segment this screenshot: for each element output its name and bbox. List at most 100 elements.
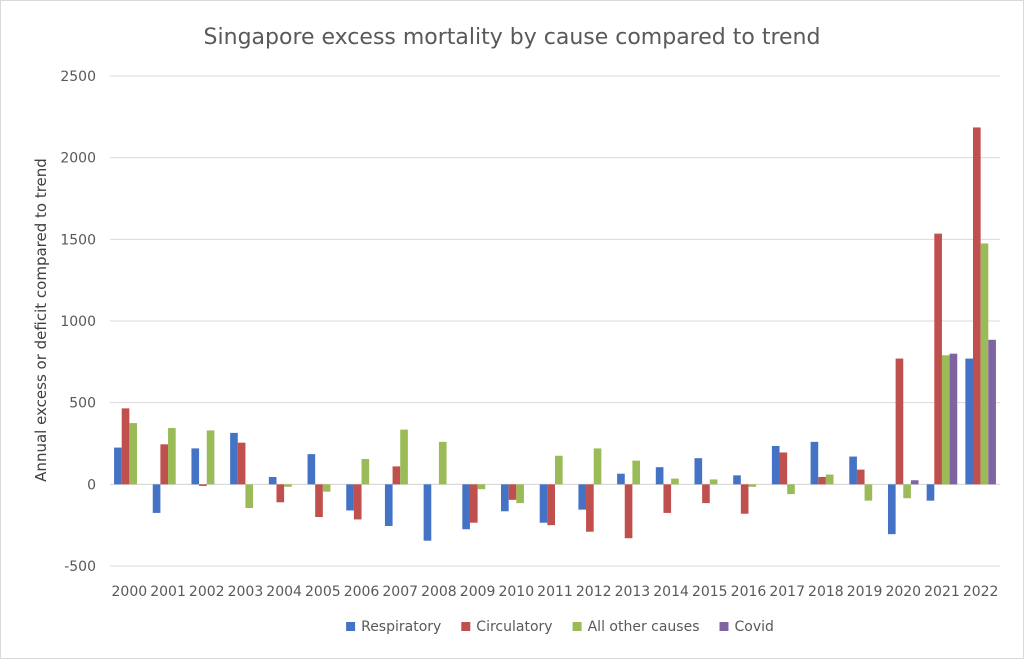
x-tick-label: 2021 (924, 584, 960, 600)
bar-all-other-causes-2009 (477, 484, 486, 490)
bar-respiratory-2008 (423, 484, 432, 541)
bar-all-other-causes-2008 (438, 441, 447, 485)
y-tick-label: 1500 (60, 232, 96, 248)
legend-swatch (572, 622, 582, 631)
bar-all-other-causes-2013 (632, 460, 641, 485)
bar-respiratory-2002 (191, 448, 200, 485)
bar-all-other-causes-2021 (941, 355, 950, 485)
bar-respiratory-2022 (965, 358, 974, 485)
bar-circulatory-2011 (547, 484, 555, 526)
bar-all-other-causes-2004 (284, 484, 292, 487)
bar-all-other-causes-2011 (555, 455, 563, 485)
bar-circulatory-2000 (121, 408, 130, 485)
x-tick-label: 2009 (460, 584, 496, 600)
bar-circulatory-2012 (586, 484, 594, 532)
legend-swatch (461, 622, 471, 631)
y-axis-label: Annual excess or deficit compared to tre… (32, 158, 50, 482)
bar-respiratory-2006 (346, 484, 354, 511)
bar-respiratory-2012 (578, 484, 587, 510)
bar-respiratory-2001 (152, 484, 161, 513)
legend-item-respiratory: Respiratory (346, 619, 441, 635)
bar-circulatory-2002 (199, 484, 207, 486)
bar-all-other-causes-2005 (322, 484, 331, 492)
bar-all-other-causes-2016 (748, 484, 757, 487)
bar-all-other-causes-2019 (864, 484, 873, 501)
bar-circulatory-2016 (740, 484, 749, 514)
bar-circulatory-2020 (895, 358, 904, 485)
bar-circulatory-2014 (663, 484, 672, 513)
bars (114, 127, 996, 541)
y-tick-label: 0 (87, 477, 96, 493)
x-tick-label: 2018 (808, 584, 844, 600)
bar-circulatory-2007 (392, 466, 401, 485)
x-tick-label: 2000 (112, 584, 148, 600)
bar-respiratory-2019 (849, 456, 857, 485)
bar-respiratory-2011 (539, 484, 548, 523)
bar-circulatory-2022 (973, 127, 981, 485)
bar-all-other-causes-2014 (671, 478, 679, 485)
bar-respiratory-2021 (926, 484, 935, 501)
bar-circulatory-2021 (934, 233, 942, 485)
bar-respiratory-2004 (268, 476, 277, 485)
x-tick-label: 2016 (731, 584, 767, 600)
y-tick-label: -500 (64, 559, 96, 575)
x-tick-label: 2004 (266, 584, 302, 600)
bar-all-other-causes-2020 (903, 484, 911, 499)
legend-label: Covid (735, 619, 774, 635)
legend-swatch (346, 622, 356, 631)
bar-circulatory-2004 (276, 484, 285, 503)
bar-respiratory-2016 (733, 475, 741, 485)
bar-all-other-causes-2022 (980, 243, 989, 485)
legend: Respiratory Circulatory All other causes Co… (346, 619, 774, 635)
bar-all-other-causes-2002 (206, 430, 215, 485)
x-tick-label: 2008 (421, 584, 457, 600)
x-tick-label: 2020 (885, 584, 921, 600)
bar-respiratory-2013 (617, 473, 625, 485)
bar-respiratory-2017 (771, 445, 780, 485)
bar-circulatory-2019 (856, 469, 865, 485)
chart-title: Singapore excess mortality by cause comp… (204, 25, 821, 50)
bar-circulatory-2001 (160, 444, 169, 485)
bar-all-other-causes-2003 (245, 484, 254, 509)
bar-respiratory-2007 (384, 484, 393, 526)
legend-label: Respiratory (361, 619, 441, 635)
x-tick-label: 2022 (963, 584, 999, 600)
bar-circulatory-2003 (237, 442, 246, 485)
bar-respiratory-2018 (810, 441, 819, 485)
x-tick-label: 2015 (692, 584, 728, 600)
bar-circulatory-2009 (469, 484, 478, 523)
bar-all-other-causes-2015 (709, 479, 718, 485)
bar-all-other-causes-2012 (593, 448, 602, 485)
x-tick-label: 2013 (615, 584, 651, 600)
x-tick-label: 2005 (305, 584, 341, 600)
legend-label: All other causes (588, 619, 700, 635)
bar-all-other-causes-2001 (168, 427, 176, 485)
bar-circulatory-2013 (624, 484, 633, 539)
x-tick-label: 2017 (769, 584, 805, 600)
bar-respiratory-2015 (694, 458, 703, 485)
x-tick-label: 2003 (228, 584, 264, 600)
legend-label: Circulatory (476, 619, 552, 635)
legend-swatch (719, 622, 729, 631)
bar-covid-2020 (910, 480, 919, 485)
x-tick-label: 2012 (576, 584, 612, 600)
x-axis-ticks: 2000 2001 2002 2003 2004 2005 2006 2007 2008 2009… (112, 584, 999, 600)
bar-all-other-causes-2007 (400, 429, 408, 485)
x-tick-label: 2014 (653, 584, 689, 600)
bar-respiratory-2005 (307, 454, 316, 485)
bar-covid-2022 (988, 339, 996, 485)
bar-all-other-causes-2010 (516, 484, 524, 504)
bar-circulatory-2018 (818, 476, 826, 485)
y-axis-ticks: -500 0 500 1000 1500 2000 2500 (60, 69, 96, 575)
y-tick-label: 2000 (60, 151, 96, 167)
x-tick-label: 2007 (382, 584, 418, 600)
bar-circulatory-2017 (779, 452, 788, 485)
bar-circulatory-2005 (315, 484, 323, 517)
x-tick-label: 2010 (498, 584, 534, 600)
x-tick-label: 2019 (847, 584, 883, 600)
bar-respiratory-2020 (887, 484, 896, 535)
bar-respiratory-2009 (462, 484, 470, 530)
y-tick-label: 500 (69, 396, 96, 412)
